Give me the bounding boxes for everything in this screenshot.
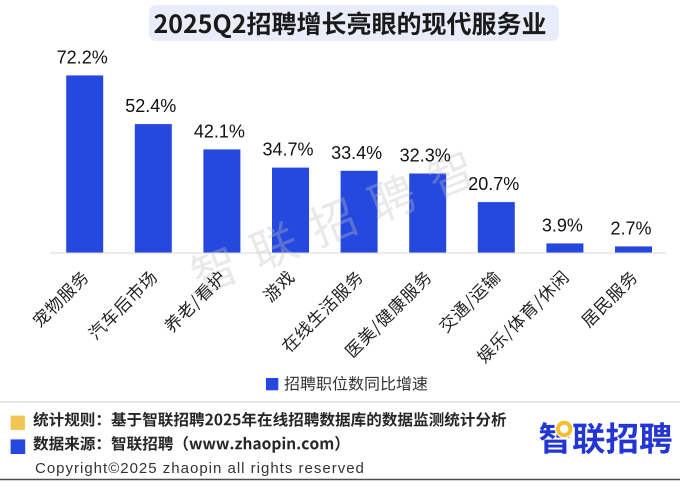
svg-text:3.9%: 3.9% <box>542 215 583 235</box>
svg-text:33.4%: 33.4% <box>331 143 382 163</box>
svg-text:Copyright©2025 zhaopin all rig: Copyright©2025 zhaopin all rights reserv… <box>35 460 365 477</box>
svg-text:32.3%: 32.3% <box>400 146 451 166</box>
svg-text:52.4%: 52.4% <box>125 96 176 116</box>
svg-text:20.7%: 20.7% <box>468 174 519 194</box>
svg-text:42.1%: 42.1% <box>194 121 245 141</box>
svg-text:72.2%: 72.2% <box>57 47 108 67</box>
svg-text:2.7%: 2.7% <box>610 218 651 238</box>
svg-text:34.7%: 34.7% <box>262 140 313 160</box>
